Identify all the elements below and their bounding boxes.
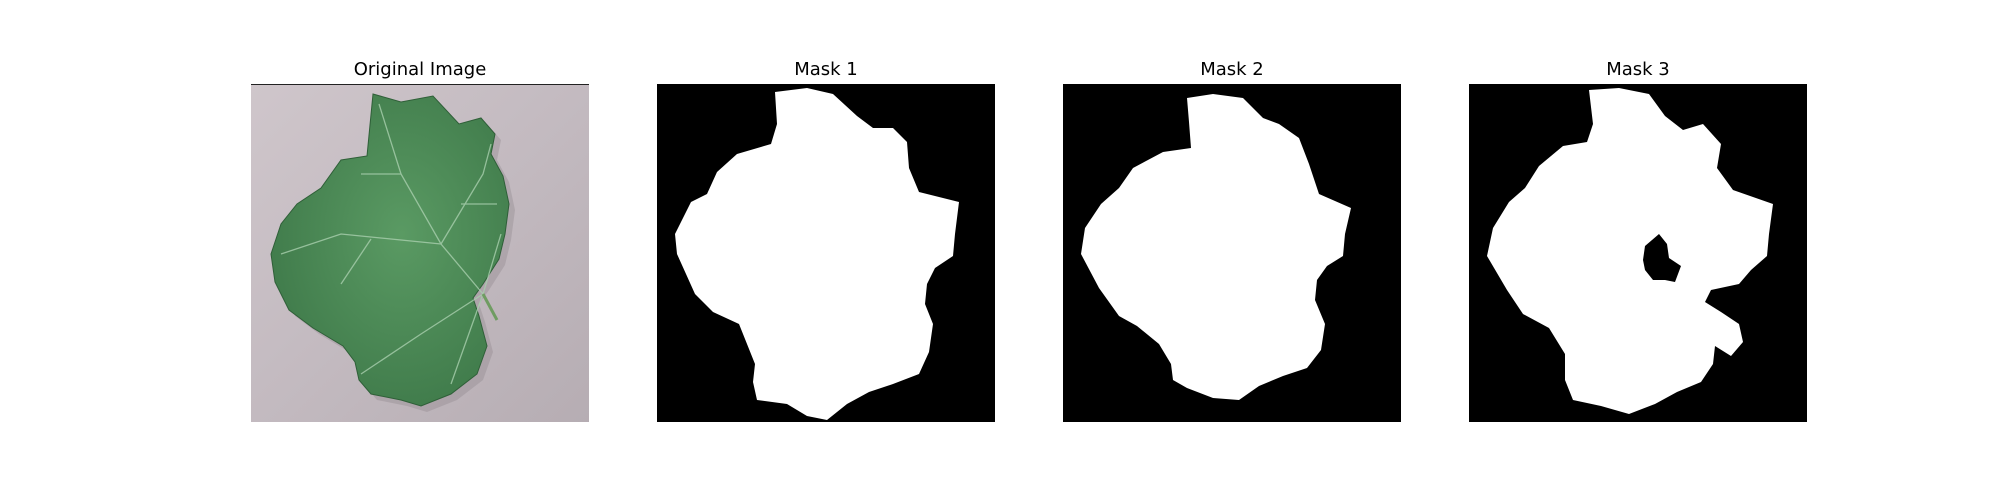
panel-title: Mask 2 <box>1200 59 1264 80</box>
mask-3-image <box>1469 84 1807 422</box>
panel-title: Mask 3 <box>1606 59 1670 80</box>
mask-1-foreground <box>675 88 959 420</box>
panel-title: Mask 1 <box>794 59 858 80</box>
mask-2-image <box>1063 84 1401 422</box>
mask-2-foreground <box>1081 94 1351 400</box>
mask-1-image <box>657 84 995 422</box>
mask-3-foreground <box>1487 88 1773 414</box>
panel-original-image: Original Image <box>251 0 589 500</box>
panel-mask-3: Mask 3 <box>1469 0 1807 500</box>
leaf-shape <box>270 93 510 407</box>
original-leaf-photo <box>251 84 589 422</box>
panel-mask-1: Mask 1 <box>657 0 995 500</box>
panel-title: Original Image <box>353 59 487 80</box>
panel-mask-2: Mask 2 <box>1063 0 1401 500</box>
